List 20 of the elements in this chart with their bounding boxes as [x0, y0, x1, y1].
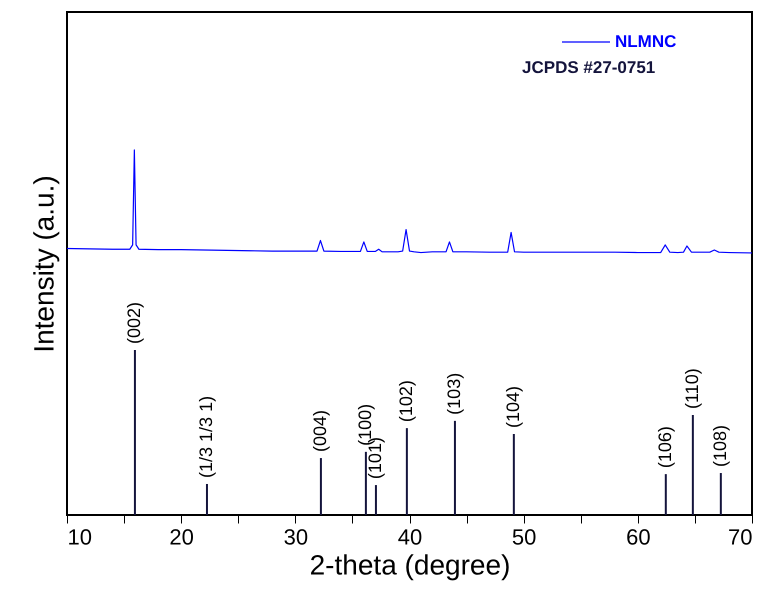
annotation: (002) — [124, 302, 144, 344]
x-tick-label: 10 — [68, 524, 92, 550]
legend-label: NLMNC — [615, 32, 676, 51]
annotation: (103) — [444, 372, 464, 415]
x-tick-label: 40 — [398, 524, 422, 550]
annotation: (004) — [310, 410, 330, 452]
x-tick-label: 70 — [728, 524, 752, 550]
y-axis-title: Intensity (a.u.) — [28, 175, 60, 353]
annotation: (108) — [710, 424, 730, 468]
annotation: (110) — [682, 368, 702, 409]
annotation: (106) — [654, 426, 675, 468]
text: JCPDS #27-0751 — [522, 58, 656, 77]
x-tick-label: 30 — [284, 524, 308, 550]
x-tick-label: 20 — [169, 524, 194, 550]
x-tick-label: 50 — [512, 524, 536, 550]
x-tick-label: 60 — [626, 524, 651, 550]
annotation: (104) — [502, 386, 523, 428]
x-axis-title: 2-theta (degree) — [310, 550, 510, 580]
annotation: (1/3 1/3 1) — [196, 396, 216, 478]
annotation: (102) — [396, 380, 416, 422]
